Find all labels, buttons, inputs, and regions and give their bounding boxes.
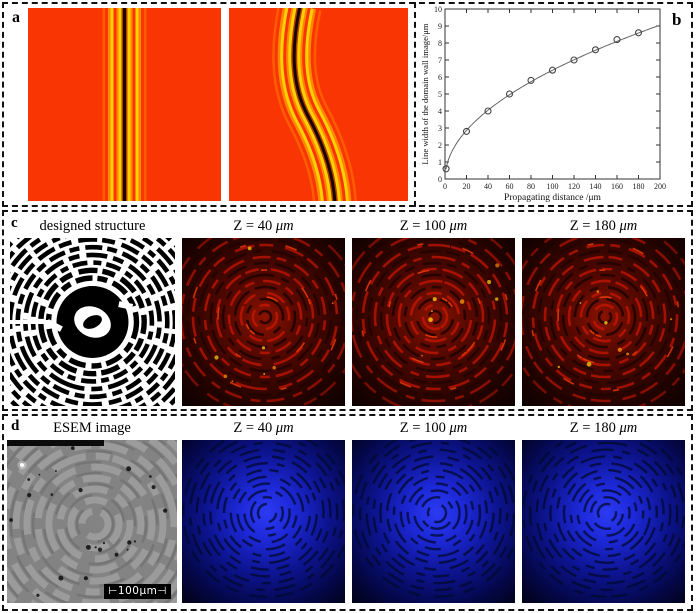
svg-text:200: 200 <box>654 182 666 191</box>
svg-text:40: 40 <box>484 182 492 191</box>
scale-bar: ⊢100μm⊣ <box>104 584 171 599</box>
svg-text:100: 100 <box>547 182 559 191</box>
speckle-image-z40 <box>182 440 345 603</box>
diffraction-image-z180 <box>522 238 685 406</box>
panel-b-label: b <box>672 10 682 29</box>
title-c-z180: Z = 180 μm <box>569 218 638 234</box>
title-d-z100: Z = 100 μm <box>399 420 468 436</box>
svg-text:Line width of the domain wall: Line width of the domain wall image/μm <box>420 23 430 164</box>
panel-ab-divider <box>414 2 416 207</box>
svg-text:2: 2 <box>438 141 442 150</box>
svg-text:160: 160 <box>611 182 623 191</box>
svg-text:1: 1 <box>438 158 442 167</box>
section-ab: a 0 20 40 60 80 100 120 140 160 180 200 0 1 2 3 4 5 6 7 8 9 1… <box>2 2 693 207</box>
red-diffraction-z100 <box>352 238 515 406</box>
speckle-image-z180 <box>522 440 685 603</box>
svg-text:Propagating distance /μm: Propagating distance /μm <box>504 193 602 203</box>
svg-text:8: 8 <box>438 39 442 48</box>
svg-text:140: 140 <box>590 182 602 191</box>
svg-text:5: 5 <box>438 90 442 99</box>
panel-c-label: c <box>11 215 18 231</box>
straight-domain-wall-simulation <box>28 8 221 201</box>
curved-domain-wall-simulation <box>229 8 408 201</box>
title-designed-structure: designed structure <box>39 218 146 234</box>
svg-text:9: 9 <box>438 22 442 31</box>
svg-text:180: 180 <box>633 182 645 191</box>
svg-text:0: 0 <box>443 182 447 191</box>
svg-text:7: 7 <box>438 56 442 65</box>
svg-text:60: 60 <box>506 182 514 191</box>
title-c-z100: Z = 100 μm <box>399 218 468 234</box>
designed-structure-image <box>10 238 175 406</box>
title-d-z180: Z = 180 μm <box>569 420 638 436</box>
section-d: d ESEM image Z = 40 μm Z = 100 μm Z = 18… <box>2 414 693 611</box>
esem-image: ⊢100μm⊣ <box>7 440 177 603</box>
svg-text:20: 20 <box>463 182 471 191</box>
diffraction-image-z100 <box>352 238 515 406</box>
title-esem-image: ESEM image <box>53 420 131 436</box>
blue-speckle-z100 <box>352 440 515 603</box>
red-diffraction-z180 <box>522 238 685 406</box>
title-d-z40: Z = 40 μm <box>233 420 294 436</box>
svg-text:0: 0 <box>438 175 442 184</box>
svg-text:120: 120 <box>568 182 580 191</box>
esem-micrograph <box>7 440 177 603</box>
svg-text:4: 4 <box>438 107 442 116</box>
domain-wall-image-straight <box>28 8 221 201</box>
blue-speckle-z40 <box>182 440 345 603</box>
blue-speckle-z180 <box>522 440 685 603</box>
red-diffraction-z40 <box>182 238 345 406</box>
panel-b-chart: 0 20 40 60 80 100 120 140 160 180 200 0 1 2 3 4 5 6 7 8 9 10 P… <box>420 5 666 203</box>
svg-text:10: 10 <box>434 5 442 14</box>
svg-text:80: 80 <box>527 182 535 191</box>
domain-wall-image-curved <box>229 8 408 201</box>
svg-text:3: 3 <box>438 124 442 133</box>
designed-structure-pattern <box>10 238 175 406</box>
title-c-z40: Z = 40 μm <box>233 218 294 234</box>
speckle-image-z100 <box>352 440 515 603</box>
panel-d-label: d <box>11 418 20 434</box>
diffraction-image-z40 <box>182 238 345 406</box>
svg-text:6: 6 <box>438 73 442 82</box>
section-c: c designed structure Z = 40 μm Z = 100 μ… <box>2 210 693 411</box>
panel-a-label: a <box>12 9 20 26</box>
